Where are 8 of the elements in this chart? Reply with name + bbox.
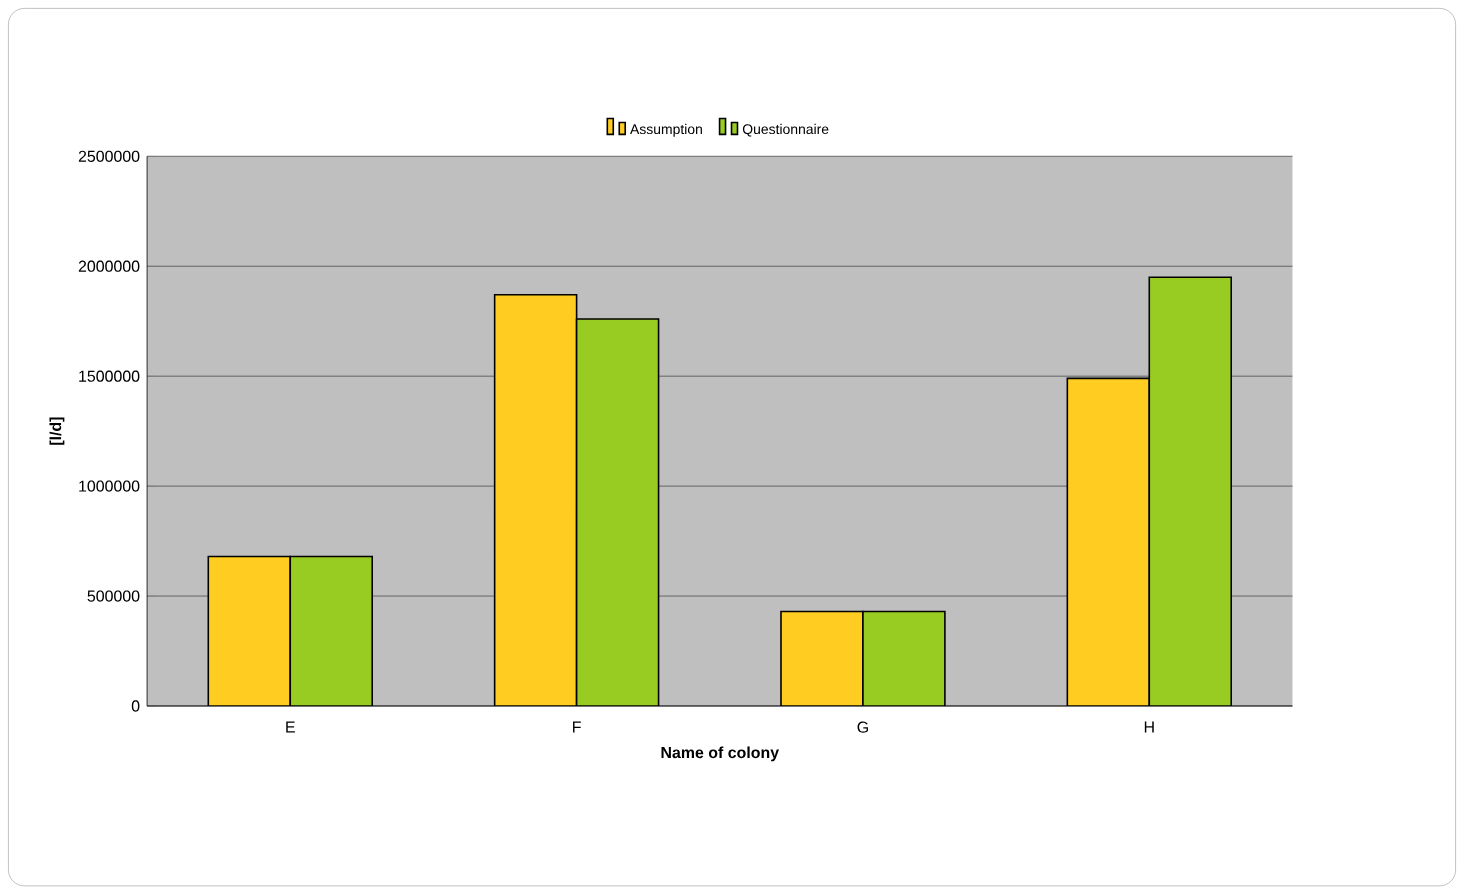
bar	[780, 610, 864, 706]
bar	[862, 610, 946, 706]
bar	[1066, 377, 1151, 706]
bar	[289, 555, 374, 706]
bar	[1148, 276, 1233, 706]
bar	[207, 555, 292, 706]
bar	[493, 293, 578, 706]
bar	[575, 318, 660, 706]
